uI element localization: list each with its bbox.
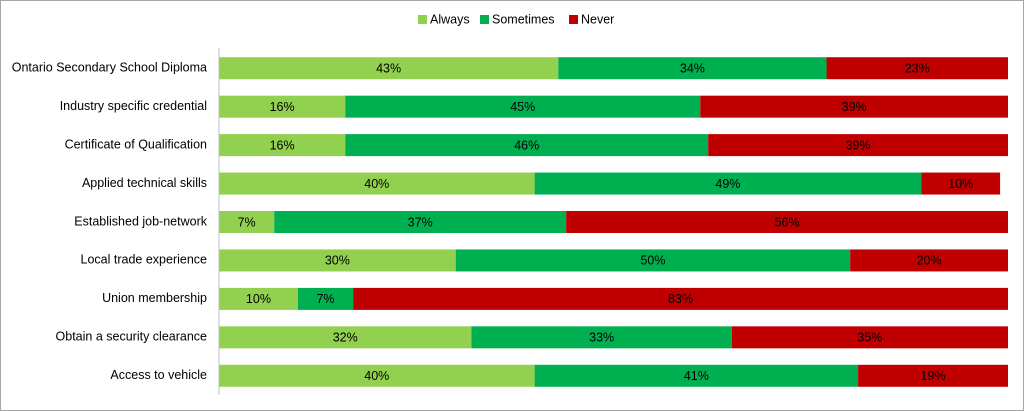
data-label: 46%: [514, 138, 539, 152]
data-label: 35%: [857, 331, 882, 345]
bar-segment: [274, 211, 567, 233]
data-label: 50%: [640, 254, 665, 268]
data-label: 33%: [589, 331, 614, 345]
data-label: 83%: [668, 292, 693, 306]
bar-segment: [297, 287, 354, 310]
data-label: 16%: [270, 138, 295, 152]
y-tick-label: Industry specific credential: [60, 99, 207, 113]
y-tick-label: Access to vehicle: [110, 368, 207, 382]
bar-segment: [353, 287, 1008, 310]
y-tick-label: Certificate of Qualification: [65, 137, 207, 151]
data-label: 19%: [921, 369, 946, 383]
data-label: 43%: [376, 62, 401, 76]
bar-segment: [921, 172, 1001, 195]
bar-segment: [471, 326, 732, 349]
bar-segment: [219, 211, 275, 233]
y-tick-label: Obtain a security clearance: [56, 330, 208, 344]
data-label: 37%: [408, 215, 433, 229]
data-label: 7%: [238, 215, 256, 229]
bar-segment: [708, 134, 1008, 157]
bar-segment: [731, 326, 1008, 349]
data-label: 7%: [316, 292, 334, 306]
bar-segment: [850, 249, 1008, 272]
y-tick-label: Union membership: [102, 291, 207, 305]
data-label: 20%: [917, 254, 942, 268]
bar-segment: [219, 364, 535, 387]
data-label: 56%: [775, 215, 800, 229]
data-label: 39%: [842, 100, 867, 114]
bar-segment: [534, 172, 922, 195]
bar-segment: [345, 134, 709, 157]
data-label: 16%: [270, 100, 295, 114]
data-label: 32%: [333, 331, 358, 345]
legend-swatch: [418, 15, 427, 24]
data-label: 34%: [680, 62, 705, 76]
legend-swatch: [569, 15, 578, 24]
data-label: 41%: [684, 369, 709, 383]
bar-segment: [826, 57, 1008, 80]
legend-label: Never: [581, 12, 614, 26]
bar-segment: [219, 134, 346, 157]
bar-segment: [219, 249, 456, 272]
bar-segment: [558, 57, 827, 80]
y-tick-label: Ontario Secondary School Diploma: [12, 61, 207, 75]
y-tick-label: Local trade experience: [81, 253, 208, 267]
bar-segment: [219, 172, 535, 195]
bar-segment: [700, 95, 1008, 118]
bar-segment: [566, 211, 1008, 233]
data-label: 40%: [364, 369, 389, 383]
legend-swatch: [480, 15, 489, 24]
data-label: 45%: [510, 100, 535, 114]
bar-segment: [219, 57, 559, 80]
y-tick-label: Applied technical skills: [82, 176, 207, 190]
data-label: 10%: [246, 292, 271, 306]
legend-label: Always: [430, 12, 470, 26]
data-label: 10%: [948, 177, 973, 191]
bar-segment: [455, 249, 851, 272]
data-label: 39%: [846, 138, 871, 152]
legend-label: Sometimes: [492, 12, 555, 26]
bar-segment: [219, 95, 346, 118]
data-label: 30%: [325, 254, 350, 268]
bar-segment: [858, 364, 1008, 387]
plot-area: [219, 57, 1008, 387]
bar-segment: [219, 287, 298, 310]
bar-segment: [219, 326, 472, 349]
data-label: 40%: [364, 177, 389, 191]
y-tick-label: Established job-network: [74, 214, 207, 228]
data-label: 23%: [905, 62, 930, 76]
data-label: 49%: [715, 177, 740, 191]
bar-segment: [345, 95, 701, 118]
bar-segment: [534, 364, 859, 387]
